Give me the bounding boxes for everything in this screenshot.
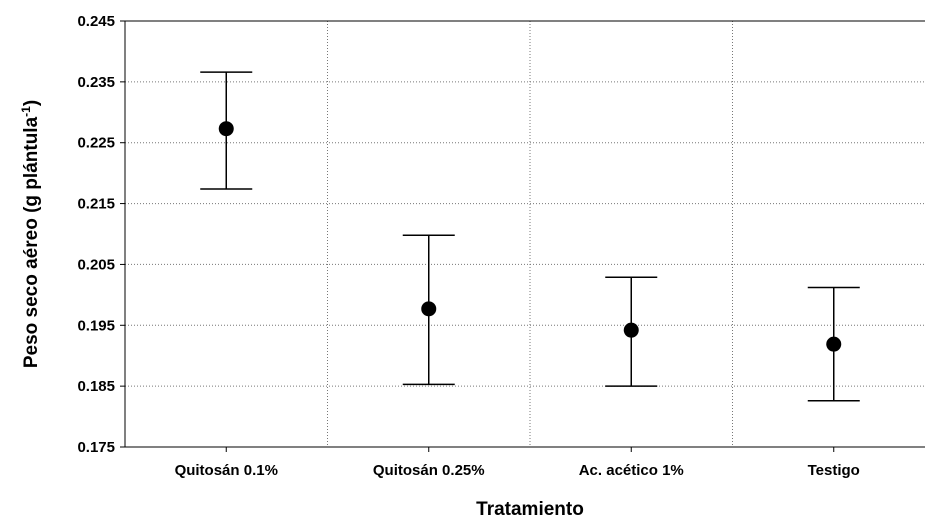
mean-point — [218, 121, 234, 137]
y-tick-label: 0.225 — [77, 135, 115, 152]
y-tick-label: 0.175 — [77, 439, 115, 456]
x-tick-label: Quitosán 0.1% — [175, 462, 278, 479]
y-tick-label: 0.215 — [77, 196, 115, 213]
y-tick-label: 0.235 — [77, 74, 115, 91]
x-axis-title: Tratamiento — [476, 499, 584, 520]
y-axis-ticks: 0.175 0.185 0.195 0.205 0.215 0.225 0.235 0.245 — [77, 13, 125, 456]
grid-lines — [125, 21, 925, 447]
y-tick-label: 0.185 — [77, 378, 115, 395]
plot-frame — [124, 20, 925, 448]
y-axis-title-main: Peso seco aéreo (g plántula — [21, 116, 42, 368]
mean-point — [826, 336, 842, 352]
y-axis-title-close: ) — [21, 100, 42, 106]
x-tick-label: Quitosán 0.25% — [373, 462, 485, 479]
mean-point — [421, 301, 437, 317]
y-tick-label: 0.205 — [77, 256, 115, 273]
y-axis-title-superscript: -1 — [19, 106, 33, 117]
x-tick-label: Ac. acético 1% — [579, 462, 684, 479]
data-marks — [200, 71, 860, 402]
x-tick-label: Testigo — [808, 462, 860, 479]
x-axis-tick-labels: Quitosán 0.1% Quitosán 0.25% Ac. acético 1… — [175, 447, 860, 479]
y-tick-label: 0.195 — [77, 317, 115, 334]
y-tick-label: 0.245 — [77, 13, 115, 30]
y-axis-title: Peso seco aéreo (g plántula-1) — [19, 100, 42, 368]
mean-point — [623, 322, 639, 338]
